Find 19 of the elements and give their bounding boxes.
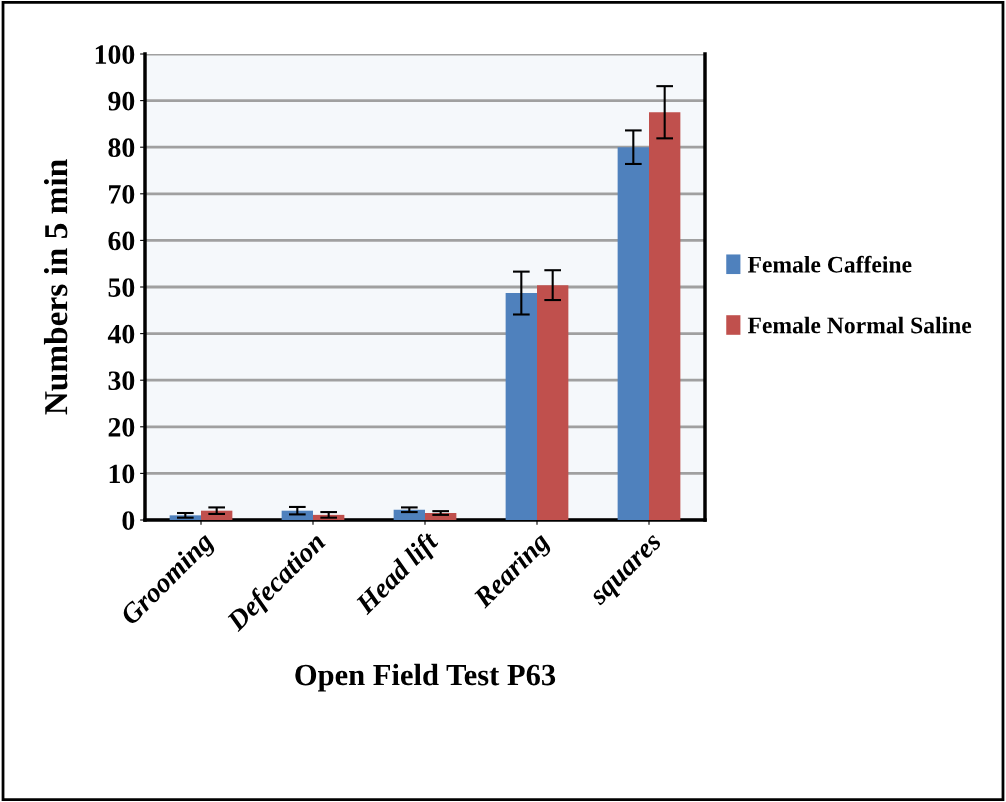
y-tick-label: 100	[95, 45, 135, 64]
y-tick-label: 30	[108, 371, 135, 391]
bar	[505, 293, 537, 520]
x-axis-title: Open Field Test P63	[295, 663, 556, 692]
bar	[537, 285, 569, 520]
legend-label: Female Caffeine	[747, 255, 912, 273]
y-axis-title: Numbers in 5 min	[43, 159, 68, 415]
y-tick-label: 40	[107, 324, 135, 344]
bar	[617, 147, 649, 520]
y-tick-label: 90	[108, 91, 135, 111]
legend-label: Female Normal Saline	[747, 316, 972, 334]
y-tick-label: 10	[109, 464, 135, 484]
y-tick-label: 70	[109, 184, 135, 204]
y-tick-label: 80	[108, 138, 135, 158]
y-tick-label: 20	[108, 417, 135, 437]
y-tick-label: 60	[108, 231, 135, 251]
y-tick-label: 0	[122, 511, 135, 530]
bar	[649, 112, 681, 520]
y-tick-label: 50	[108, 278, 135, 297]
